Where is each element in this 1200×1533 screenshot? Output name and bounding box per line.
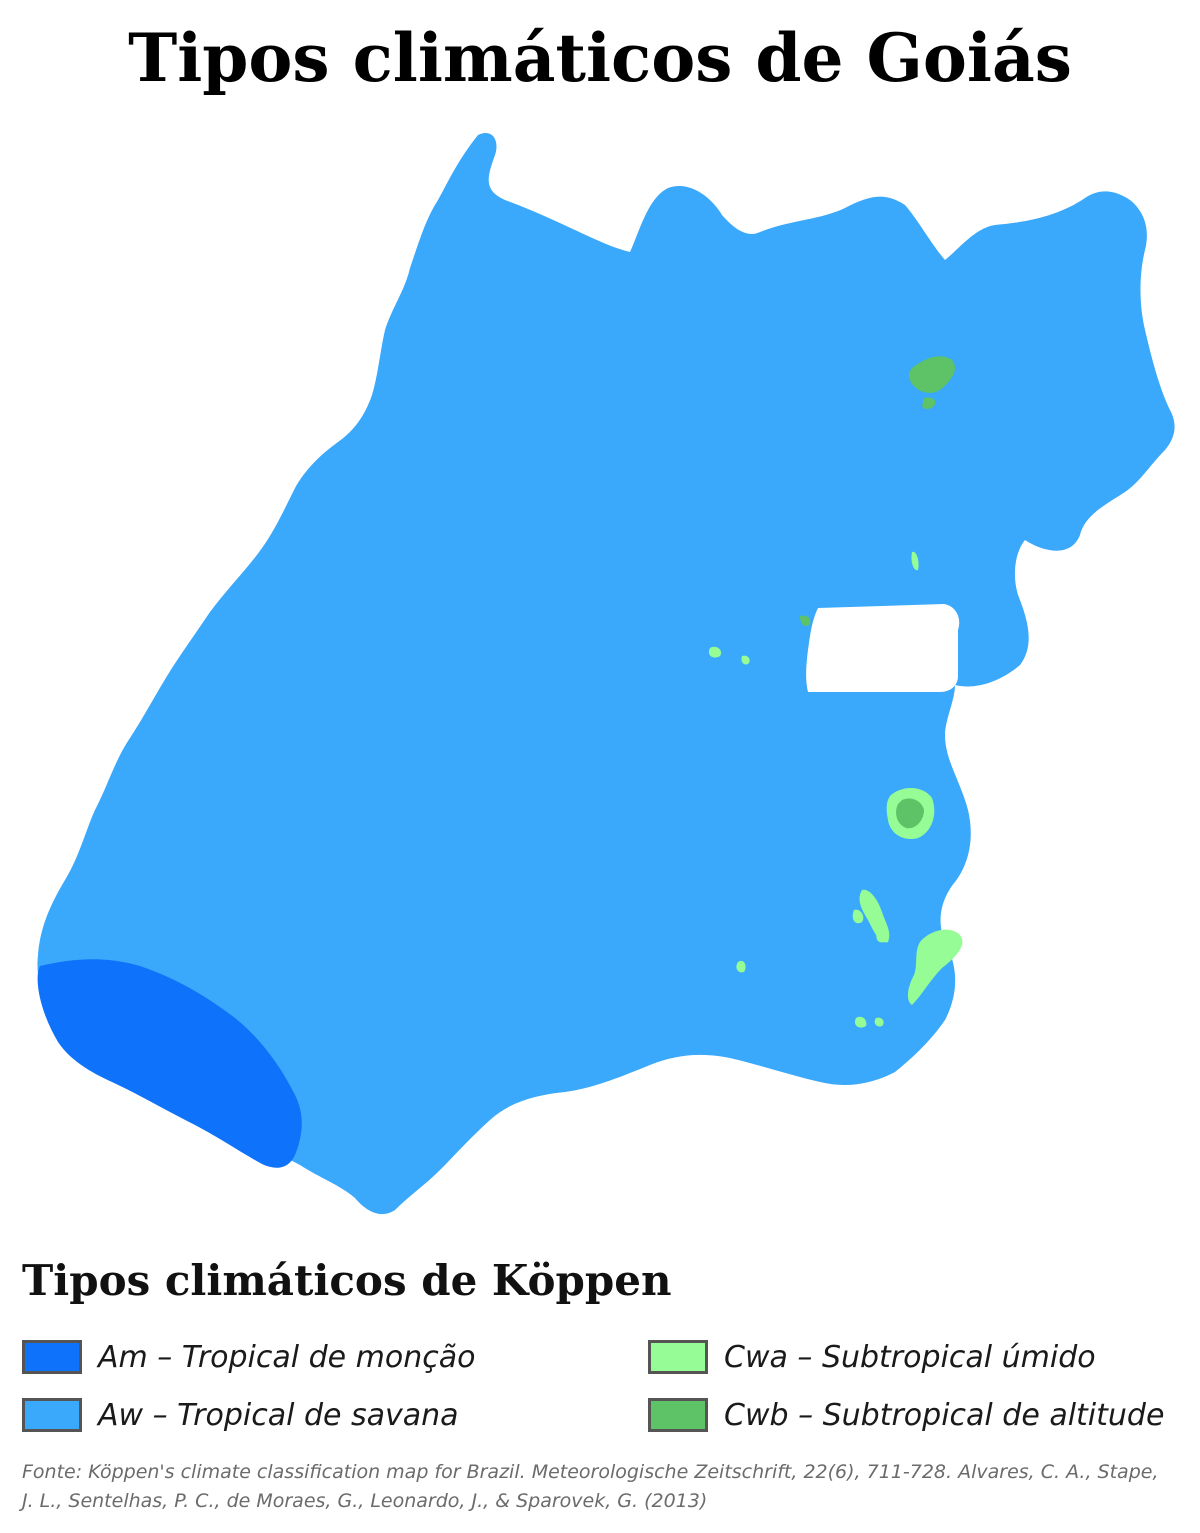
legend-swatch-cwa [648,1340,708,1374]
region-am [37,959,302,1168]
region-cwa-dots-7 [911,551,919,571]
legend-title: Tipos climáticos de Köppen [22,1256,672,1305]
region-cwa-dots-4 [854,1016,867,1028]
source-citation: Fonte: Köppen's climate classification m… [22,1461,1159,1512]
legend-item-aw: Aw – Tropical de savana [22,1395,459,1435]
legend-label-aw: Aw – Tropical de savana [98,1397,459,1433]
region-cwa-south-large [907,929,963,1005]
legend-swatch-cwb [648,1398,708,1432]
legend-label-cwb: Cwb – Subtropical de altitude [724,1397,1165,1433]
legend-item-am: Am – Tropical de monção [22,1337,476,1377]
legend-swatch-am [22,1340,82,1374]
legend-item-cwa: Cwa – Subtropical úmido [648,1337,1096,1377]
region-cwa-center-ring [886,788,935,840]
region-cwb-north-b [922,397,936,409]
region-cwa-dots-6 [876,931,886,943]
region-cwa-south-branch-b [852,909,864,924]
region-cwa-dots-1 [708,646,722,658]
distrito-federal-hole [806,604,960,692]
legend-label-cwa: Cwa – Subtropical úmido [724,1339,1096,1375]
legend-swatch-aw [22,1398,82,1432]
goias-climate-map [0,120,1200,1240]
legend-item-cwb: Cwb – Subtropical de altitude [648,1395,1164,1435]
region-cwb-small [800,615,811,626]
region-cwa-dots-5 [874,1017,884,1027]
region-aw [37,132,1175,1215]
legend-label-am: Am – Tropical de monção [98,1339,476,1375]
region-cwa-dots-3 [736,960,746,973]
region-cwa-south-branch [859,889,890,943]
map-title: Tipos climáticos de Goiás [128,19,1072,97]
region-cwa-dots-2 [741,655,750,665]
region-cwb-north [909,356,955,393]
